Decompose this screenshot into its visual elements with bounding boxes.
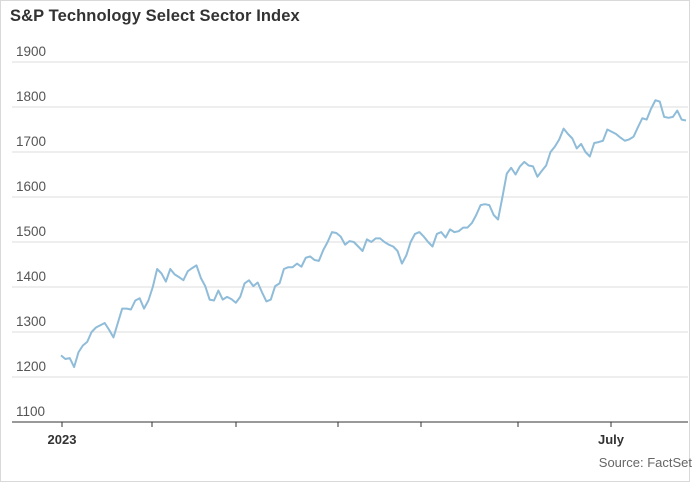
y-tick-label: 1200 (16, 359, 46, 374)
x-tick-label: July (598, 432, 625, 447)
chart-title: S&P Technology Select Sector Index (10, 7, 300, 25)
y-tick-label: 1700 (16, 134, 46, 149)
y-tick-label: 1600 (16, 179, 46, 194)
y-tick-label: 1300 (16, 314, 46, 329)
y-tick-label: 1400 (16, 269, 46, 284)
x-tick-label: 2023 (48, 432, 77, 447)
y-tick-label: 1100 (16, 404, 45, 419)
y-tick-label: 1500 (16, 224, 46, 239)
chart-frame (0, 0, 690, 482)
y-tick-label: 1800 (16, 89, 46, 104)
series-line (60, 99, 687, 369)
y-tick-label: 1900 (16, 44, 46, 59)
chart-source: Source: FactSet (598, 455, 692, 470)
